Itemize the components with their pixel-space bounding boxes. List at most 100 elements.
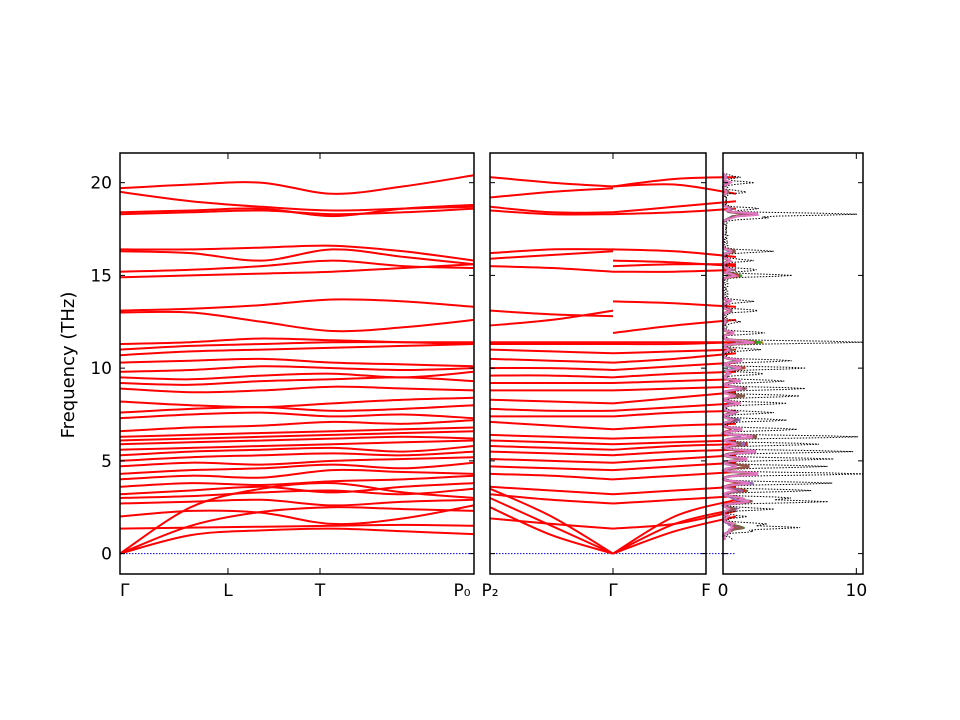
phonon-band [612, 498, 737, 555]
phonon-band [489, 445, 614, 451]
phonon-band [489, 433, 614, 440]
phonon-band [489, 357, 614, 364]
phonon-band [119, 456, 475, 468]
phonon-band [119, 298, 475, 312]
phonon-band [489, 348, 614, 355]
phonon-band [119, 310, 475, 333]
phonon-band [612, 433, 737, 440]
y-tick-label: 0 [101, 545, 112, 565]
phonon-band [612, 300, 737, 308]
phonon-band [612, 391, 737, 405]
phonon-band [612, 248, 737, 258]
phonon-band [612, 385, 737, 392]
phonon-band [612, 454, 737, 464]
phonon-band [489, 458, 614, 464]
partial-dos-line [720, 173, 760, 541]
phonon-band [119, 190, 475, 212]
phonon-band [119, 365, 475, 373]
phonon-band [612, 352, 737, 364]
y-tick-label: 5 [101, 452, 112, 472]
phonon-band [119, 404, 475, 414]
phonon-band [119, 523, 475, 530]
phonon-band [612, 485, 737, 496]
phonon-band [119, 482, 475, 496]
x-tick-label: Γ [120, 581, 130, 601]
phonon-band [119, 203, 475, 218]
phonon-band [489, 176, 614, 188]
phonon-band [119, 527, 475, 555]
projected-dos-panel: 0 10 [718, 152, 868, 601]
phonon-band [612, 361, 737, 371]
phonon-band [489, 493, 614, 505]
phonon-band [119, 426, 475, 438]
phonon-band [612, 318, 737, 334]
phonon-band [612, 515, 737, 555]
phonon-band [489, 309, 614, 318]
phonon-band [489, 187, 614, 199]
phonon-band [489, 398, 614, 405]
phonon-band [119, 504, 475, 526]
phonon-band [489, 374, 614, 379]
phonon-band [612, 348, 737, 355]
phonon-band [489, 420, 614, 431]
y-tick-label: 15 [90, 266, 112, 286]
phonon-band [612, 448, 737, 457]
phonon-band [119, 263, 475, 279]
phonon-band [612, 183, 737, 195]
phonon-band [119, 370, 475, 381]
phonon-band [119, 411, 475, 420]
phonon-band [119, 435, 475, 446]
y-tick-label: 20 [90, 174, 112, 194]
x-tick-label: 0 [718, 581, 729, 601]
phonon-band [489, 439, 614, 446]
phonon-band [119, 419, 475, 433]
phonon-band [489, 209, 614, 216]
phonon-band [489, 250, 614, 260]
phonon-band [612, 378, 737, 384]
x-tick-label: F [701, 581, 711, 601]
phonon-band [489, 487, 614, 555]
band-structure-left-panel: Γ L T P₀ 0 5 10 15 20 [90, 152, 475, 601]
phonon-band [119, 487, 475, 499]
x-tick-label: T [314, 581, 326, 601]
phonon-band [119, 430, 475, 442]
phonon-band [489, 248, 614, 255]
phonon-band [119, 445, 475, 457]
y-axis-label: Frequency (THz) [58, 292, 79, 439]
phonon-band [489, 450, 614, 457]
phonon-band [612, 422, 737, 431]
x-tick-label: L [223, 581, 233, 601]
phonon-band [119, 337, 475, 345]
phonon-band [612, 409, 737, 418]
phonon-band [489, 366, 614, 371]
phonon-band [119, 506, 475, 555]
phonon-band [489, 497, 614, 555]
phonon-band [612, 443, 737, 451]
phonon-band [489, 506, 614, 555]
phonon-band [119, 248, 475, 266]
phonon-band [489, 485, 614, 496]
phonon-band [489, 472, 614, 481]
phonon-band [489, 309, 614, 327]
y-tick-label: 10 [90, 359, 112, 379]
phonon-band [489, 205, 614, 214]
phonon-band [119, 385, 475, 394]
plot-frame [722, 152, 864, 575]
phonon-band [489, 465, 614, 472]
phonon-band [612, 402, 737, 412]
phonon-band [119, 357, 475, 368]
phonon-band [612, 495, 737, 505]
x-tick-label: P₀ [453, 581, 470, 601]
x-tick-label: 10 [846, 581, 868, 601]
phonon-band [119, 498, 475, 507]
x-tick-label: Γ [608, 581, 618, 601]
phonon-band [612, 370, 737, 379]
phonon-band [119, 259, 475, 273]
phonon-band [612, 471, 737, 481]
band-structure-middle-panel: P₂ Γ F [481, 152, 737, 601]
phonon-band [119, 439, 475, 451]
phonon-band [119, 450, 475, 462]
phonon-band [119, 244, 475, 262]
phonon-band [119, 461, 475, 475]
